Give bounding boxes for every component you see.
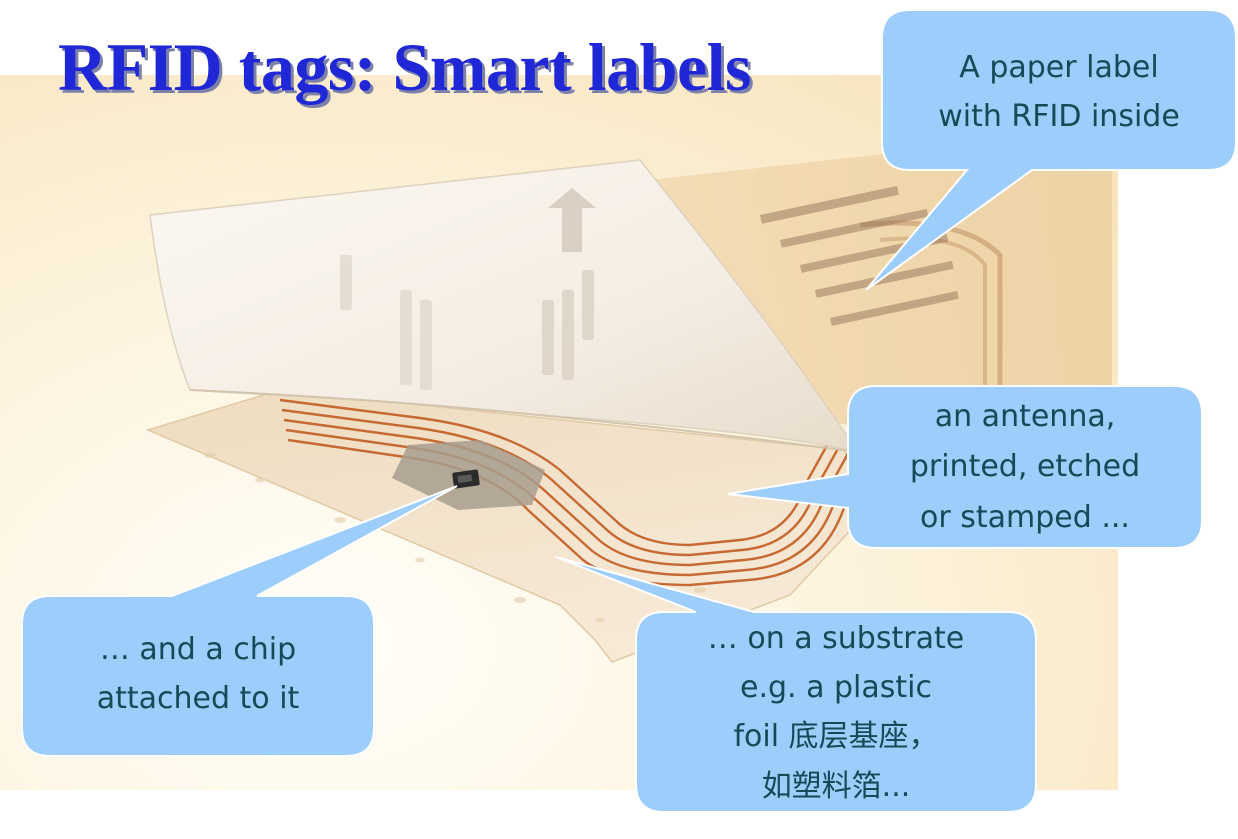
callout-antenna-line-2: printed, etched [909,449,1141,485]
substrate-texture [204,452,706,623]
callout-chip-line-2: attached to it [96,680,300,716]
callout-substrate-bubble [555,556,1037,813]
paper-cover-label [149,159,860,454]
callout-substrate-line-3: foil 底层基座， [733,719,939,755]
callout-substrate: … on a substrate e.g. a plastic foil 底层基… [555,556,1037,813]
chip [392,440,545,510]
callout-substrate-line-4: 如塑料箔... [761,768,911,804]
callout-substrate-line-1: … on a substrate [707,621,965,656]
callout-chip-text: … and a chip attached to it [22,626,374,723]
slide-title: RFID tags: Smart labels [58,29,752,105]
callout-antenna-text: an antenna, printed, etched or stamped .… [848,392,1202,543]
callout-paper-label-bubble [865,9,1237,291]
callout-paper-label-text: A paper label with RFID inside [882,44,1236,141]
callout-antenna-bubble [727,385,1203,549]
callout-paper-label-line-1: A paper label [959,50,1159,85]
callout-antenna-line-3: or stamped ... [920,499,1130,535]
callout-chip-line-1: … and a chip [99,632,297,667]
callout-antenna: an antenna, printed, etched or stamped .… [727,385,1203,549]
callout-chip-bubble [21,485,458,757]
callout-antenna-line-1: an antenna, [934,399,1116,434]
callout-substrate-text: … on a substrate e.g. a plastic foil 底层基… [636,614,1036,811]
callout-paper-label: A paper label with RFID inside [865,9,1237,291]
callout-paper-label-line-2: with RFID inside [938,98,1180,134]
callout-substrate-line-2: e.g. a plastic [739,670,932,706]
callout-chip: … and a chip attached to it [21,485,458,757]
